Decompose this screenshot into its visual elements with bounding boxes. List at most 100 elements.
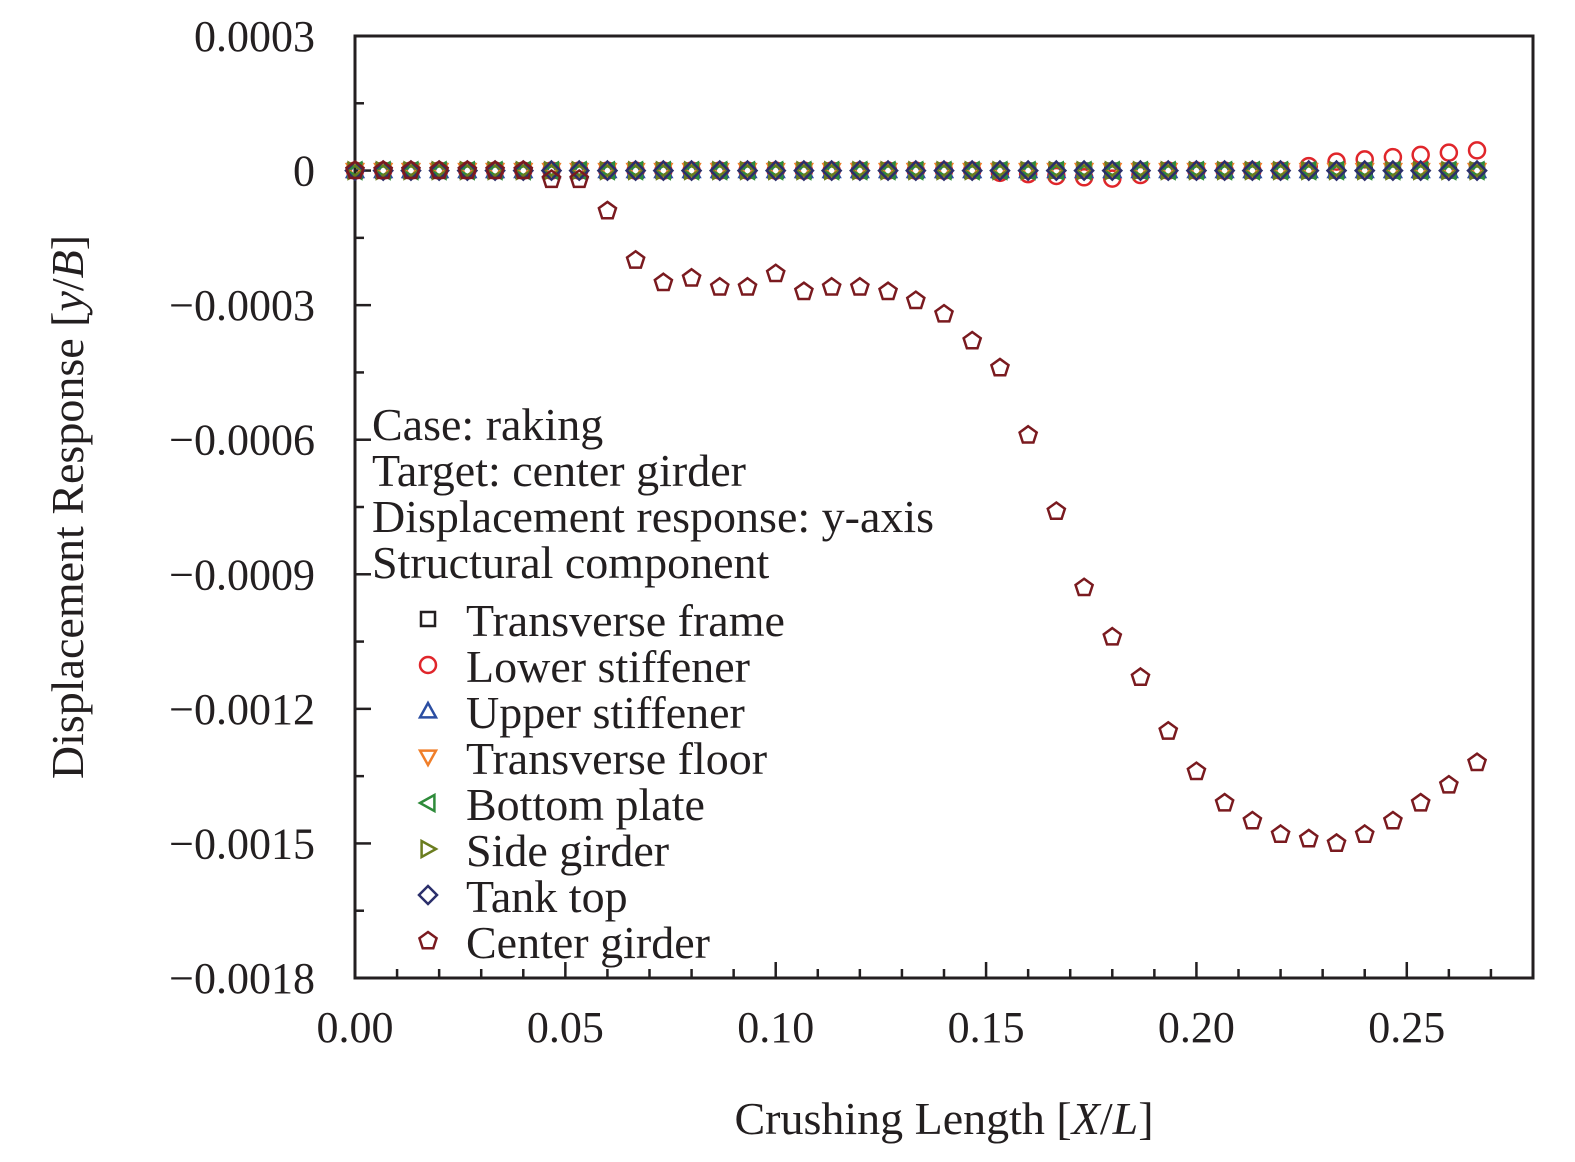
point-tank-top	[1269, 159, 1292, 182]
x-tick-label: 0.15	[948, 1003, 1025, 1052]
point-center-girder	[429, 160, 450, 180]
y-axis-title-var-b: B	[42, 250, 93, 278]
point-tank-top	[793, 159, 815, 182]
point-tank-top	[933, 159, 955, 182]
point-tank-top	[1017, 159, 1039, 182]
point-side-girder	[1272, 160, 1292, 181]
point-side-girder	[571, 160, 590, 181]
legend-marker-bottom-plate	[417, 792, 436, 814]
point-center-girder	[1467, 752, 1488, 772]
point-center-girder	[373, 160, 394, 180]
point-center-girder	[541, 168, 562, 189]
x-axis-title-prefix: Crushing Length [	[734, 1093, 1071, 1144]
point-side-girder	[739, 160, 759, 181]
point-tank-top	[372, 159, 394, 182]
point-tank-top	[596, 159, 619, 182]
y-axis-title-slash: /	[42, 278, 93, 291]
point-side-girder	[1188, 160, 1208, 181]
point-side-girder	[824, 160, 843, 181]
x-tick-label: 0.05	[527, 1003, 604, 1052]
point-side-girder	[1216, 160, 1236, 181]
point-tank-top	[1438, 159, 1460, 182]
series-layer	[344, 141, 1488, 852]
point-side-girder	[1020, 160, 1039, 181]
y-tick-label: 0.0003	[194, 12, 315, 61]
point-side-girder	[1048, 160, 1067, 181]
point-side-girder	[908, 160, 927, 181]
point-center-girder	[1298, 828, 1319, 848]
annotation-response: Displacement response: y-axis	[372, 491, 934, 542]
point-center-girder	[1130, 666, 1151, 686]
x-axis-title-var-x: X	[1070, 1093, 1102, 1144]
point-side-girder	[1413, 160, 1432, 181]
point-side-girder	[1132, 160, 1152, 181]
point-side-girder	[543, 160, 563, 181]
annotation-block: Case: raking Target: center girder Displ…	[372, 399, 934, 588]
point-center-girder	[878, 281, 899, 301]
point-center-girder	[1326, 832, 1347, 852]
legend-marker-transverse-frame	[419, 610, 437, 628]
point-center-girder	[1242, 810, 1263, 830]
point-tank-top	[708, 159, 731, 182]
point-side-girder	[1244, 160, 1263, 181]
y-tick-label: −0.0006	[169, 416, 315, 465]
point-center-girder	[653, 272, 674, 292]
point-tank-top	[989, 159, 1011, 182]
legend-label-transverse-floor: Transverse floor	[466, 733, 767, 784]
point-tank-top	[456, 159, 479, 182]
point-center-girder	[737, 276, 758, 296]
point-tank-top	[849, 159, 871, 182]
point-center-girder	[681, 267, 702, 287]
point-side-girder	[796, 160, 815, 181]
y-tick-label: 0	[293, 147, 315, 196]
point-center-girder	[1354, 823, 1375, 843]
point-tank-top	[1409, 159, 1432, 182]
point-center-girder	[1382, 810, 1403, 830]
point-side-girder	[712, 160, 731, 181]
point-center-girder	[989, 357, 1010, 377]
point-tank-top	[1213, 159, 1236, 182]
point-side-girder	[768, 160, 787, 181]
x-axis-title-suffix: ]	[1138, 1093, 1153, 1144]
point-tank-top	[764, 159, 787, 182]
point-center-girder	[1438, 774, 1459, 794]
point-side-girder	[852, 160, 871, 181]
point-tank-top	[1382, 159, 1404, 182]
point-lower-stiffener	[1439, 143, 1459, 162]
point-tank-top	[652, 159, 675, 182]
point-center-girder	[344, 160, 366, 180]
legend-label-tank-top: Tank top	[466, 871, 628, 922]
point-tank-top	[736, 159, 759, 182]
point-center-girder	[1270, 823, 1291, 843]
point-tank-top	[1353, 159, 1376, 182]
y-axis-title-suffix: ]	[42, 235, 93, 250]
legend-label-upper-stiffener: Upper stiffener	[466, 687, 745, 738]
point-tank-top	[1241, 159, 1264, 182]
annotation-component-heading: Structural component	[372, 537, 770, 588]
point-center-girder	[569, 168, 590, 189]
point-center-girder	[1018, 424, 1039, 444]
legend-marker-side-girder	[420, 838, 439, 860]
point-side-girder	[683, 160, 703, 181]
point-center-girder	[709, 276, 730, 296]
point-side-girder	[1076, 160, 1095, 181]
point-tank-top	[1185, 159, 1208, 182]
point-tank-top	[680, 159, 703, 182]
legend-label-lower-stiffener: Lower stiffener	[466, 641, 750, 692]
point-tank-top	[961, 159, 983, 182]
point-center-girder	[597, 200, 618, 220]
point-side-girder	[1385, 160, 1404, 181]
legend-marker-transverse-floor	[417, 749, 439, 768]
annotation-case: Case: raking	[372, 399, 603, 450]
point-side-girder	[1104, 160, 1123, 181]
x-axis-ticks: 0.00 0.05 0.10 0.15 0.20 0.25	[317, 962, 1535, 1052]
point-center-girder	[905, 290, 926, 310]
x-axis-title: Crushing Length [X/L]	[734, 1093, 1153, 1144]
y-tick-label: −0.0018	[169, 954, 315, 1003]
point-tank-top	[1045, 159, 1068, 182]
point-side-girder	[1160, 160, 1179, 181]
point-side-girder	[627, 160, 647, 181]
legend-label-bottom-plate: Bottom plate	[466, 779, 705, 830]
point-tank-top	[905, 159, 927, 182]
